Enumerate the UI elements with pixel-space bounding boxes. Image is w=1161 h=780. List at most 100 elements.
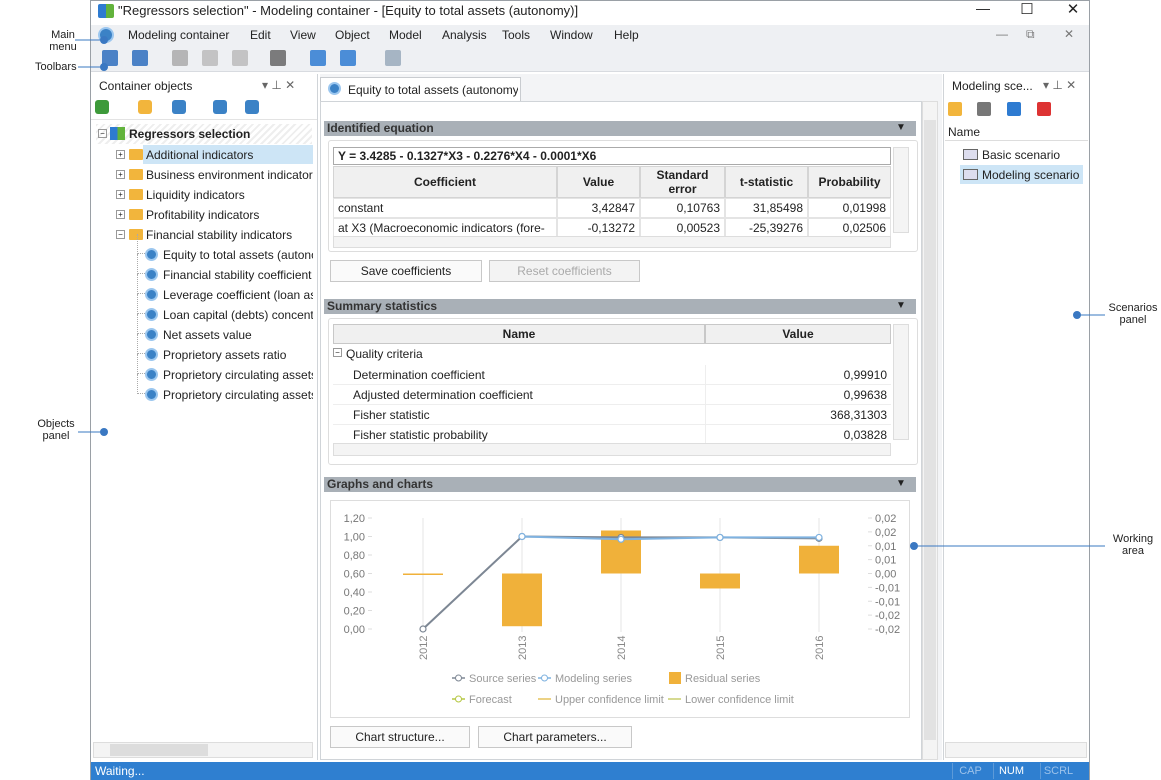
tree-indicator[interactable]: Proprietory circulating assets — [163, 386, 313, 404]
toolbar-button[interactable] — [202, 50, 218, 66]
section-header[interactable]: Identified equation — [324, 121, 916, 136]
scroll-thumb[interactable] — [110, 744, 208, 756]
table-cell: -0,13272 — [557, 218, 640, 238]
scenario-item[interactable]: Modeling scenario — [982, 166, 1086, 184]
toolbar-button[interactable] — [340, 50, 356, 66]
callout-label: Toolbars — [35, 61, 75, 87]
panel-tool[interactable] — [138, 100, 152, 114]
tree-indicator[interactable]: Net assets value — [163, 326, 313, 344]
tree-indicator[interactable]: Loan capital (debts) concentration — [163, 306, 313, 324]
panel-tool[interactable] — [1037, 102, 1051, 116]
toolbar-button[interactable] — [270, 50, 286, 66]
tree-root[interactable]: Regressors selection — [129, 125, 309, 143]
folder-icon — [129, 209, 143, 220]
panel-controls[interactable]: ▾ ⊥ ✕ — [262, 78, 314, 94]
h-scrollbar[interactable] — [945, 742, 1087, 758]
column-header[interactable]: Coefficient — [333, 166, 557, 198]
y-tick-label: 0,00 — [344, 624, 365, 636]
bar — [799, 546, 839, 574]
group-toggle[interactable]: − — [333, 348, 342, 357]
table-h-scroll[interactable] — [333, 236, 891, 248]
tree-folder[interactable]: Liquidity indicators — [146, 186, 313, 204]
column-header[interactable]: Value — [705, 324, 891, 344]
button[interactable]: Chart structure... — [330, 726, 470, 748]
expand-toggle[interactable]: + — [116, 210, 125, 219]
expand-toggle[interactable]: − — [116, 230, 125, 239]
section-toggle[interactable]: ▼ — [896, 300, 910, 313]
x-tick-label: 2014 — [616, 636, 628, 660]
window-title: "Regressors selection" - Modeling contai… — [118, 2, 818, 20]
status-indicator: CAP — [952, 763, 988, 779]
y2-tick-label: 0,01 — [875, 555, 896, 567]
button: Reset coefficients — [489, 260, 640, 282]
tree-folder[interactable]: Additional indicators — [146, 146, 313, 164]
tree-indicator[interactable]: Proprietory circulating assets — [163, 366, 313, 384]
mdi-close[interactable]: ✕ — [1064, 27, 1078, 43]
y2-tick-label: 0,02 — [875, 527, 896, 539]
column-header[interactable]: Name — [333, 324, 705, 344]
close-button[interactable]: ✕ — [1058, 0, 1088, 20]
point — [519, 534, 525, 540]
panel-tool[interactable] — [213, 100, 227, 114]
toolbar-button[interactable] — [310, 50, 326, 66]
table-cell: 31,85498 — [725, 198, 808, 218]
tree-indicator[interactable]: Equity to total assets (autonomy) — [163, 246, 313, 264]
y-tick-label: 0,40 — [344, 587, 365, 599]
panel-tool[interactable] — [172, 100, 186, 114]
callout-label: Objects panel — [35, 418, 77, 444]
toolbar-button[interactable] — [232, 50, 248, 66]
tree-folder[interactable]: Profitability indicators — [146, 206, 313, 224]
menu-item[interactable]: Modeling container — [128, 27, 248, 43]
folder-icon — [129, 189, 143, 200]
panel-tool[interactable] — [948, 102, 962, 116]
section-header[interactable]: Summary statistics — [324, 299, 916, 314]
legend-marker — [542, 675, 548, 681]
column-header[interactable]: Value — [557, 166, 640, 198]
toolbar-button[interactable] — [385, 50, 401, 66]
y2-tick-label: 0,01 — [875, 541, 896, 553]
column-header[interactable]: Probability — [808, 166, 891, 198]
panel-tool[interactable] — [95, 100, 109, 114]
section-toggle[interactable]: ▼ — [896, 122, 910, 135]
folder-icon — [129, 169, 143, 180]
toolbar-button[interactable] — [132, 50, 148, 66]
scroll-thumb[interactable] — [924, 120, 936, 740]
bar — [403, 574, 443, 576]
panel-tool[interactable] — [1007, 102, 1021, 116]
tree-indicator[interactable]: Proprietory assets ratio — [163, 346, 313, 364]
table-h-scroll[interactable] — [333, 443, 891, 456]
section-header[interactable]: Graphs and charts — [324, 477, 916, 492]
mdi-minimize[interactable]: — — [996, 27, 1010, 43]
column-header[interactable]: Name — [945, 124, 1088, 141]
legend-label: Lower confidence limit — [685, 694, 794, 706]
column-header[interactable]: Standard error — [640, 166, 725, 198]
x-tick-label: 2016 — [814, 636, 826, 660]
mdi-restore[interactable]: ⧉ — [1026, 27, 1040, 43]
column-header[interactable]: t-statistic — [725, 166, 808, 198]
section-toggle[interactable]: ▼ — [896, 478, 910, 491]
table-v-scroll[interactable] — [893, 147, 909, 233]
table-cell: -25,39276 — [725, 218, 808, 238]
tree-indicator[interactable]: Leverage coefficient (loan assets) — [163, 286, 313, 304]
tab-title[interactable]: Equity to total assets (autonomy) — [348, 82, 518, 98]
menu-item[interactable]: Help — [614, 27, 734, 43]
scenario-item[interactable]: Basic scenario — [982, 146, 1086, 164]
expand-toggle[interactable]: + — [116, 190, 125, 199]
collapse-toggle[interactable]: − — [98, 129, 107, 138]
expand-toggle[interactable]: + — [116, 150, 125, 159]
group-row[interactable]: Quality criteria — [346, 345, 646, 363]
button[interactable]: Save coefficients — [330, 260, 482, 282]
tree-folder[interactable]: Business environment indicators — [146, 166, 313, 184]
maximize-button[interactable]: ☐ — [1012, 0, 1042, 20]
panel-tool[interactable] — [977, 102, 991, 116]
tree-folder[interactable]: Financial stability indicators — [146, 226, 313, 244]
button[interactable]: Chart parameters... — [478, 726, 632, 748]
toolbar-button[interactable] — [102, 50, 118, 66]
toolbar-button[interactable] — [172, 50, 188, 66]
expand-toggle[interactable]: + — [116, 170, 125, 179]
panel-tool[interactable] — [245, 100, 259, 114]
panel-controls[interactable]: ▾ ⊥ ✕ — [1043, 78, 1089, 94]
minimize-button[interactable]: — — [968, 0, 998, 20]
tree-indicator[interactable]: Financial stability coefficient — [163, 266, 313, 284]
table-v-scroll[interactable] — [893, 324, 909, 440]
